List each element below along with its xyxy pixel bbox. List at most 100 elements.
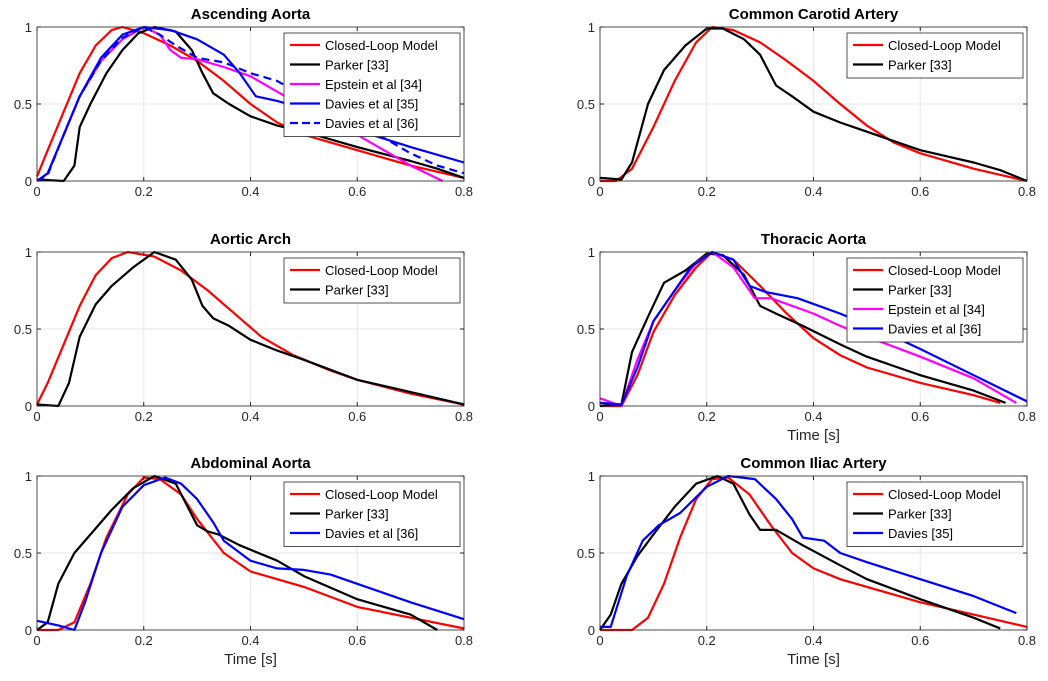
legend: Closed-Loop Model Parker [33] Epstein et a… [846,257,1024,343]
series-line [36,476,465,632]
x-tick-label: 0.4 [804,409,822,424]
x-tick-label: 0.4 [241,184,259,199]
legend-label: Davies et al [36] [888,322,981,337]
x-tick-label: 0.2 [698,633,716,648]
x-tick-label: 0.8 [455,633,473,648]
y-tick-label: 0.5 [14,546,32,561]
legend-label: Parker [33] [325,283,389,298]
y-tick-label: 0 [25,399,32,414]
subplot-ascending-aorta: 0 0.2 0.4 0.6 0.8 0 0.5 1 Ascending Aorta Closed-… [14,6,473,199]
legend: Closed-Loop Model Parker [33] [283,257,461,304]
subplot-common-iliac-artery: 0 0.2 0.4 0.6 0.8 0 0.5 1 Common Iliac Artery Tim… [577,455,1036,668]
legend-label: Parker [33] [888,507,952,522]
y-tick-label: 1 [25,20,32,35]
x-axis-label: Time [s] [787,651,840,668]
y-tick-label: 0 [588,174,595,189]
legend: Closed-Loop Model Parker [33] Davies et al… [283,481,461,547]
y-tick-label: 0 [25,623,32,638]
y-tick-label: 0.5 [14,97,32,112]
series-line [36,250,465,408]
legend-label: Epstein et al [34] [325,77,422,92]
x-tick-label: 0.8 [1018,633,1036,648]
x-tick-label: 0.2 [698,184,716,199]
legend-label: Parker [33] [325,58,389,73]
legend-label: Davies et al [36] [325,116,418,131]
y-tick-label: 0 [588,399,595,414]
y-tick-label: 0.5 [577,97,595,112]
x-tick-label: 0.8 [1018,409,1036,424]
x-tick-label: 0 [33,409,40,424]
x-tick-label: 0.2 [698,409,716,424]
subplot-title: Common Iliac Artery [740,455,887,472]
x-tick-label: 0.4 [804,184,822,199]
subplot-common-carotid-artery: 0 0.2 0.4 0.6 0.8 0 0.5 1 Common Carotid Artery C… [577,6,1036,199]
legend-label: Parker [33] [888,58,952,73]
y-tick-label: 1 [588,20,595,35]
series-line [600,474,1017,628]
x-tick-label: 0.6 [911,409,929,424]
legend-label: Closed-Loop Model [888,38,1001,53]
series-line [600,250,1001,408]
x-tick-label: 0.2 [135,409,153,424]
x-tick-label: 0.8 [455,409,473,424]
y-tick-label: 0.5 [577,322,595,337]
subplot-title: Thoracic Aorta [761,231,867,248]
legend-label: Davies [35] [888,526,953,541]
x-tick-label: 0 [33,184,40,199]
x-tick-label: 0 [596,633,603,648]
legend-label: Closed-Loop Model [888,487,1001,502]
series-line [36,474,438,631]
x-tick-label: 0 [596,409,603,424]
y-tick-label: 0.5 [577,546,595,561]
subplot-title: Aortic Arch [210,231,291,248]
series-line [36,25,465,183]
series-line [599,250,1017,408]
legend-label: Closed-Loop Model [325,38,438,53]
legend-label: Parker [33] [888,283,952,298]
y-tick-label: 0 [588,623,595,638]
legend-box [846,32,1024,79]
subplot-title: Ascending Aorta [191,6,311,23]
x-tick-label: 0.6 [348,633,366,648]
legend-label: Closed-Loop Model [325,263,438,278]
x-tick-label: 0.4 [804,633,822,648]
x-tick-label: 0 [33,633,40,648]
legend-label: Davies et al [35] [325,97,418,112]
legend: Closed-Loop Model Parker [33] [846,32,1024,79]
x-tick-label: 0.2 [135,184,153,199]
legend: Closed-Loop Model Parker [33] Davies [35] [846,481,1024,547]
x-tick-label: 0.4 [241,409,259,424]
legend-label: Parker [33] [325,507,389,522]
x-tick-label: 0.6 [911,184,929,199]
series-line [600,476,1028,632]
x-tick-label: 0.6 [348,409,366,424]
legend: Closed-Loop Model Parker [33] Epstein et a… [283,32,461,137]
series-line [35,25,465,179]
series-line [599,27,1028,183]
x-axis-label: Time [s] [787,427,840,444]
y-tick-label: 0 [25,174,32,189]
x-tick-label: 0 [596,184,603,199]
y-tick-label: 0.5 [14,322,32,337]
x-tick-label: 0.6 [911,633,929,648]
subplot-title: Abdominal Aorta [190,455,311,472]
x-tick-label: 0.6 [348,184,366,199]
legend-label: Epstein et al [34] [888,302,985,317]
legend-label: Davies et al [36] [325,526,418,541]
x-tick-label: 0.8 [1018,184,1036,199]
x-tick-label: 0.4 [241,633,259,648]
y-tick-label: 1 [25,245,32,260]
legend-box [283,257,461,304]
y-tick-label: 1 [25,469,32,484]
subplot-abdominal-aorta: 0 0.2 0.4 0.6 0.8 0 0.5 1 Abdominal Aorta Time [s… [14,455,473,668]
x-axis-label: Time [s] [224,651,277,668]
y-tick-label: 1 [588,469,595,484]
subplot-thoracic-aorta: 0 0.2 0.4 0.6 0.8 0 0.5 1 Thoracic Aorta Time [s]… [577,231,1036,444]
y-tick-label: 1 [588,245,595,260]
subplot-title: Common Carotid Artery [729,6,899,23]
x-tick-label: 0.8 [455,184,473,199]
legend-label: Closed-Loop Model [888,263,1001,278]
x-tick-label: 0.2 [135,633,153,648]
subplot-aortic-arch: 0 0.2 0.4 0.6 0.8 0 0.5 1 Aortic Arch Closed-Loop… [14,231,473,424]
